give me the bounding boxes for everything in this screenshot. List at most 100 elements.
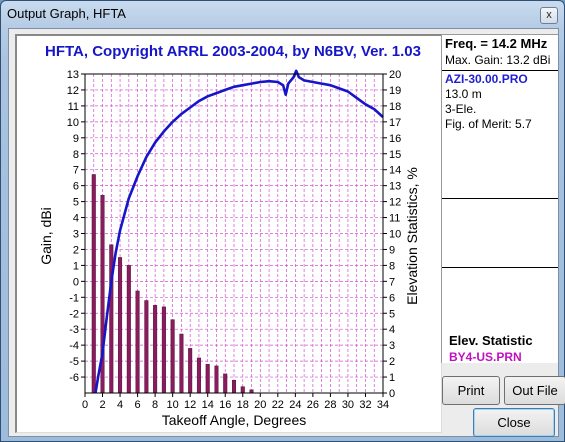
y-axis-label: Gain, dBi (38, 207, 54, 265)
y-tick-label: 8 (73, 149, 79, 161)
y-tick-label: 13 (67, 69, 79, 81)
y2-tick-label: 19 (389, 85, 401, 97)
y-tick-label: -2 (69, 308, 79, 320)
y-tick-label: -1 (69, 292, 79, 304)
y-tick-label: 4 (73, 213, 79, 225)
elevation-statistic-bar (223, 373, 228, 394)
y-tick-label: 5 (73, 197, 79, 209)
y-tick-label: 12 (67, 85, 79, 97)
close-button[interactable]: Close (473, 408, 555, 437)
elevation-statistic-bar (205, 364, 210, 394)
elevation-statistic-bar (118, 257, 123, 394)
y2-tick-label: 15 (389, 149, 401, 161)
chart-title: HFTA, Copyright ARRL 2003-2004, by N6BV,… (45, 43, 421, 60)
y-tick-label: 3 (73, 229, 79, 241)
x-tick-label: 28 (324, 399, 336, 411)
x-tick-label: 16 (219, 399, 231, 411)
y2-tick-label: 9 (389, 244, 395, 256)
y-tick-label: -5 (69, 356, 79, 368)
divider (442, 70, 558, 71)
elevation-statistic-bar (153, 305, 158, 394)
elevation-statistic-bar (231, 380, 236, 394)
results-panel: Freq. = 14.2 MHz Max. Gain: 13.2 dBi AZI… (441, 34, 558, 363)
pattern-file-label: AZI-30.00.PRO (445, 72, 528, 86)
y2-tick-label: 0 (389, 388, 395, 400)
y2-tick-label: 2 (389, 356, 395, 368)
y2-tick-label: 18 (389, 101, 401, 113)
x-tick-label: 32 (359, 399, 371, 411)
y-tick-label: 7 (73, 165, 79, 177)
elevation-statistics-bars (91, 174, 254, 394)
window-close-button[interactable]: x (540, 7, 558, 24)
y2-tick-label: 20 (389, 69, 401, 81)
x-tick-label: 6 (135, 399, 141, 411)
x-tick-label: 10 (167, 399, 179, 411)
x-tick-label: 22 (272, 399, 284, 411)
elevation-statistic-bar (144, 300, 149, 394)
x-tick-label: 4 (117, 399, 123, 411)
x-tick-label: 14 (202, 399, 214, 411)
elevation-statistic-bar (135, 290, 140, 394)
x-axis-ticks: 0 2 4 6 8 10 12 14 16 18 20 22 24 26 28 30 32 34 (82, 393, 389, 411)
y-tick-label: -6 (69, 372, 79, 384)
y-tick-label: 1 (73, 260, 79, 272)
x-tick-label: 34 (377, 399, 389, 411)
x-tick-label: 8 (152, 399, 158, 411)
y2-tick-label: 16 (389, 133, 401, 145)
y2-tick-label: 14 (389, 165, 401, 177)
y-tick-label: 2 (73, 244, 79, 256)
y2-tick-label: 3 (389, 340, 395, 352)
x-tick-label: 26 (307, 399, 319, 411)
antenna-height-label: 13.0 m (445, 87, 482, 101)
elevation-statistic-bar (161, 306, 166, 394)
y2-tick-label: 10 (389, 229, 401, 241)
elevation-statistic-bar (196, 357, 201, 394)
chart-svg: HFTA, Copyright ARRL 2003-2004, by N6BV,… (38, 43, 421, 428)
divider (442, 267, 558, 268)
frequency-label: Freq. = 14.2 MHz (445, 36, 548, 51)
window-title: Output Graph, HFTA (7, 6, 126, 21)
y2-tick-label: 12 (389, 197, 401, 209)
elevation-statistic-bar (240, 386, 245, 394)
y-tick-label: 0 (73, 276, 79, 288)
elevation-statistic-bar (188, 348, 193, 394)
elevation-statistic-file: BY4-US.PRN (449, 350, 522, 364)
y2-tick-label: 8 (389, 260, 395, 272)
elevation-statistic-bar (179, 333, 184, 394)
y-tick-label: 6 (73, 181, 79, 193)
gain-curve (94, 69, 384, 394)
x-tick-label: 0 (82, 399, 88, 411)
elevation-pattern-chart: HFTA, Copyright ARRL 2003-2004, by N6BV,… (15, 34, 442, 433)
elevation-statistic-bar (126, 265, 131, 394)
y2-axis-label: Elevation Statistics, % (404, 167, 420, 305)
y2-tick-label: 1 (389, 372, 395, 384)
x-tick-label: 12 (184, 399, 196, 411)
figure-of-merit-label: Fig. of Merit: 5.7 (445, 117, 532, 131)
y2-tick-label: 11 (389, 213, 400, 225)
y2-tick-label: 7 (389, 276, 395, 288)
x-tick-label: 20 (254, 399, 266, 411)
max-gain-label: Max. Gain: 13.2 dBi (445, 53, 551, 67)
elevation-statistic-bar (214, 365, 219, 394)
elevation-statistic-bar (170, 319, 175, 394)
title-bar[interactable]: Output Graph, HFTA x (1, 1, 564, 27)
window-client-area: HFTA, Copyright ARRL 2003-2004, by N6BV,… (8, 28, 565, 437)
out-file-button[interactable]: Out File (504, 376, 565, 405)
print-button[interactable]: Print (442, 376, 500, 405)
y-tick-label: 11 (68, 101, 79, 113)
y-tick-label: -3 (69, 324, 79, 336)
elevation-statistic-heading: Elev. Statistic (449, 333, 533, 348)
x-tick-label: 30 (342, 399, 354, 411)
x-axis-label: Takeoff Angle, Degrees (162, 412, 307, 428)
x-tick-label: 2 (99, 399, 105, 411)
divider (442, 198, 558, 199)
antenna-type-label: 3-Ele. (445, 102, 477, 116)
y-tick-label: -4 (69, 340, 79, 352)
y2-tick-label: 17 (389, 117, 401, 129)
y2-tick-label: 4 (389, 324, 395, 336)
y2-tick-label: 5 (389, 308, 395, 320)
y2-tick-label: 13 (389, 181, 401, 193)
